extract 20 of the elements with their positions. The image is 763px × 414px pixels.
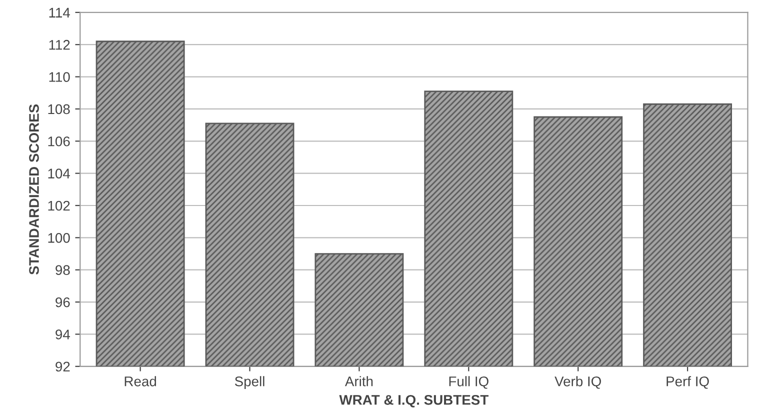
y-tick-label: 106 [48,136,70,146]
y-tick-label: 92 [56,362,70,372]
x-tick-label: Read [124,376,156,386]
y-tick-label: 94 [56,330,70,340]
y-tick-label: 114 [49,8,70,18]
x-tick-label: Full IQ [449,376,488,389]
y-tick-label: 112 [49,40,70,50]
x-tick-label: Verb IQ [554,376,601,389]
y-tick-label: 102 [48,200,70,211]
x-tick-label: Perf IQ [666,376,709,389]
y-tick-label: 98 [56,265,70,276]
x-axis-title: WRAT & I.Q. SUBTEST [339,394,488,408]
y-tick-label: 108 [48,104,70,114]
x-tick-label: Arith [344,376,373,386]
y-tick-label: 100 [48,233,70,243]
y-axis-title: STANDARDIZED SCORES [29,104,39,275]
y-tick-label: 104 [48,168,70,178]
y-tick-label: 96 [56,297,70,308]
y-tick-label: 110 [49,72,70,82]
x-tick-label: Spell [234,376,264,390]
